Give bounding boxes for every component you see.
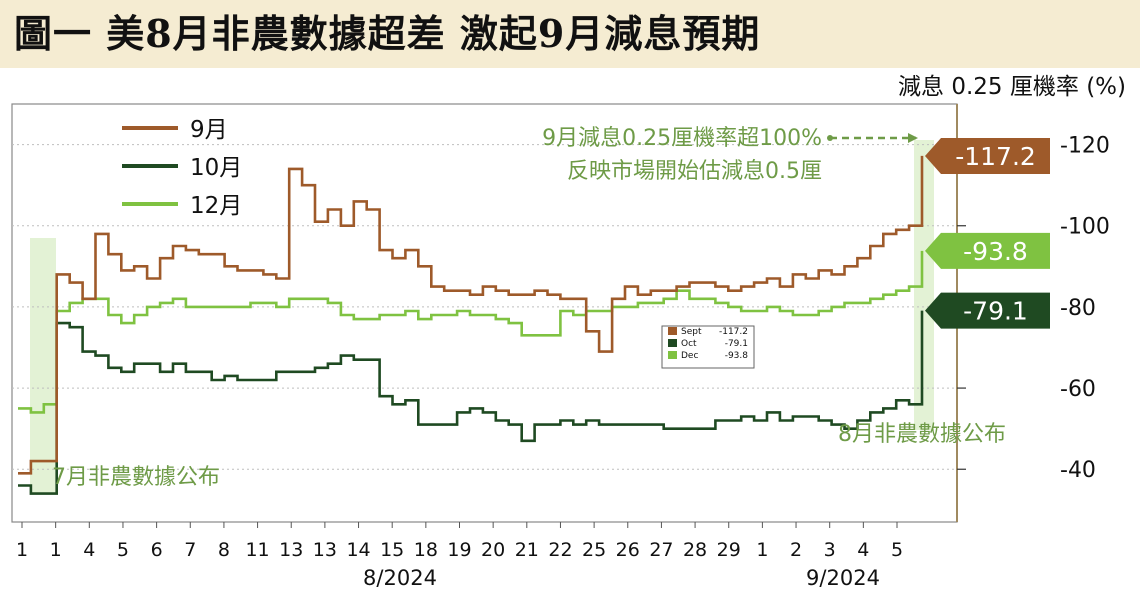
end-value-tag-dec [925, 232, 1050, 269]
x-tick-label: 3 [824, 539, 836, 561]
y-tick-label: -80 [1060, 296, 1096, 321]
annotation-callout-line2: 反映市場開始估減息0.5厘 [567, 159, 822, 184]
end-value-label-oct: -79.1 [963, 297, 1028, 326]
y-tick-label: -60 [1060, 377, 1096, 402]
legend-label-dec: 12月 [190, 193, 242, 219]
july-nfp-band [30, 238, 56, 494]
end-value-tag-sep [925, 137, 1050, 174]
inset-legend-name-oct: Oct [681, 339, 697, 349]
inset-legend-name-dec: Dec [681, 351, 698, 361]
x-tick-label: 13 [313, 539, 337, 561]
x-tick-label: 27 [649, 539, 673, 561]
inset-legend-value-dec: -93.8 [725, 351, 749, 361]
series-line-dec [18, 250, 924, 414]
inset-legend-value-oct: -79.1 [725, 339, 748, 349]
x-tick-label: 1 [16, 539, 28, 561]
x-tick-label: 4 [83, 539, 95, 561]
end-value-tag-oct [925, 292, 1050, 329]
annotation-aug-nfp: 8月非農數據公布 [838, 422, 1006, 447]
end-value-label-sep: -117.2 [955, 142, 1036, 171]
y-tick-label: -100 [1060, 215, 1110, 240]
x-tick-label: 26 [616, 539, 640, 561]
x-tick-label: 14 [346, 539, 370, 561]
x-tick-label: 11 [245, 539, 269, 561]
series-line-oct [18, 310, 924, 495]
x-tick-label: 1 [756, 539, 768, 561]
y-tick-label: -40 [1060, 458, 1096, 483]
x-tick-label: 21 [515, 539, 539, 561]
y-tick-label: -120 [1060, 134, 1110, 159]
callout-arrow-dot [827, 135, 833, 141]
annotation-july-nfp: 7月非農數據公布 [52, 465, 220, 490]
x-group-label-aug: 8/2024 [363, 566, 437, 590]
x-tick-label: 7 [184, 539, 196, 561]
x-tick-label: 19 [447, 539, 471, 561]
x-tick-label: 20 [481, 539, 505, 561]
x-group-label-sep: 9/2024 [806, 566, 880, 590]
x-tick-label: 25 [582, 539, 606, 561]
inset-legend-value-sep: -117.2 [719, 327, 748, 337]
x-tick-label: 22 [548, 539, 572, 561]
inset-legend-swatch-oct [668, 339, 677, 347]
x-tick-label: 2 [790, 539, 802, 561]
x-tick-label: 29 [717, 539, 741, 561]
legend-label-oct: 10月 [190, 155, 242, 181]
x-tick-label: 5 [891, 539, 903, 561]
inset-legend-swatch-sep [668, 327, 677, 335]
x-tick-label: 18 [414, 539, 438, 561]
series-line-sep [18, 155, 924, 475]
x-tick-label: 1 [50, 539, 62, 561]
chart-title: 圖一 美8月非農數據超差 激起9月減息預期 [14, 11, 761, 56]
end-value-label-dec: -93.8 [963, 237, 1028, 266]
inset-legend-swatch-dec [668, 351, 677, 359]
title-bar: 圖一 美8月非農數據超差 激起9月減息預期 [0, 0, 1140, 68]
x-tick-label: 5 [117, 539, 129, 561]
x-tick-label: 6 [151, 539, 163, 561]
aug-nfp-band [914, 140, 934, 430]
x-tick-label: 4 [857, 539, 869, 561]
x-tick-label: 15 [380, 539, 404, 561]
inset-legend-box [661, 325, 755, 369]
x-tick-label: 8 [218, 539, 230, 561]
annotation-callout-line1: 9月減息0.25厘機率超100% [542, 126, 822, 151]
x-tick-label: 28 [683, 539, 707, 561]
inset-legend-name-sep: Sept [681, 327, 702, 337]
legend-label-sep: 9月 [190, 117, 228, 143]
unit-label: 減息 0.25 厘機率 (%) [898, 74, 1126, 100]
x-tick-label: 13 [279, 539, 303, 561]
